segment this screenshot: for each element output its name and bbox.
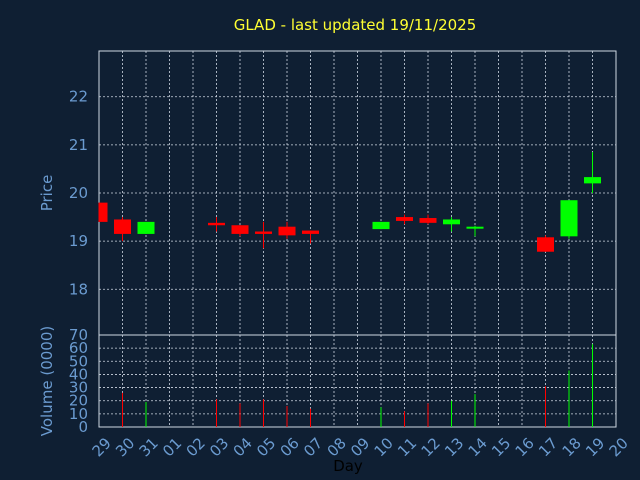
volume-grid bbox=[99, 335, 616, 427]
candle-body bbox=[396, 217, 413, 221]
candle-body bbox=[278, 226, 296, 236]
x-tick-label: 15 bbox=[488, 434, 514, 460]
volume-tick-label: 50 bbox=[69, 352, 88, 370]
price-grid bbox=[99, 51, 616, 335]
price-axis-label: Price bbox=[38, 175, 56, 212]
x-tick-label: 10 bbox=[371, 434, 397, 460]
price-tick-label: 18 bbox=[69, 280, 88, 298]
volume-tick-label: 40 bbox=[69, 365, 88, 383]
price-tick-label: 19 bbox=[69, 232, 88, 250]
x-tick-label: 31 bbox=[136, 434, 162, 460]
price-tick-label: 22 bbox=[69, 88, 88, 106]
x-tick-label: 17 bbox=[535, 434, 561, 460]
x-axis-label: Day bbox=[333, 457, 363, 475]
price-tick-label: 20 bbox=[69, 184, 88, 202]
chart-title: GLAD - last updated 19/11/2025 bbox=[234, 16, 477, 34]
volume-bars bbox=[122, 344, 593, 427]
candle-body bbox=[137, 221, 155, 234]
x-tick-label: 18 bbox=[559, 434, 585, 460]
volume-tick-label: 10 bbox=[69, 405, 88, 423]
volume-axis-label: Volume (0000) bbox=[38, 326, 56, 436]
x-tick-label: 14 bbox=[465, 434, 491, 460]
candle-body bbox=[466, 226, 484, 229]
x-tick-label: 16 bbox=[512, 434, 538, 460]
price-candles bbox=[98, 152, 601, 252]
x-tick-label: 03 bbox=[206, 434, 232, 460]
x-tick-label: 20 bbox=[606, 434, 632, 460]
volume-tick-label: 20 bbox=[69, 392, 88, 410]
x-tick-label: 04 bbox=[230, 434, 256, 460]
x-tick-label: 07 bbox=[300, 434, 326, 460]
candle-body bbox=[114, 219, 131, 234]
volume-tick-label: 70 bbox=[69, 326, 88, 344]
candle-body bbox=[443, 219, 460, 225]
candle-body bbox=[99, 202, 108, 222]
candle-body bbox=[584, 177, 601, 184]
x-tick-label: 02 bbox=[183, 434, 209, 460]
candle-body bbox=[302, 230, 319, 234]
candle-body bbox=[419, 218, 437, 223]
x-tick-label: 19 bbox=[582, 434, 608, 460]
x-tick-label: 30 bbox=[112, 434, 138, 460]
x-tick-label: 05 bbox=[253, 434, 279, 460]
x-tick-label: 29 bbox=[89, 434, 115, 460]
volume-tick-label: 60 bbox=[69, 339, 88, 357]
candle-body bbox=[560, 200, 578, 237]
x-tick-label: 06 bbox=[277, 434, 303, 460]
candle-body bbox=[231, 225, 249, 234]
volume-tick-label: 30 bbox=[69, 379, 88, 397]
volume-panel-frame bbox=[98, 334, 617, 428]
x-tick-label: 12 bbox=[418, 434, 444, 460]
candle-body bbox=[537, 237, 554, 252]
price-tick-label: 21 bbox=[69, 136, 88, 154]
price-axis-ticks: 18 19 20 21 22 bbox=[69, 88, 88, 299]
x-tick-label: 13 bbox=[441, 434, 467, 460]
x-tick-label: 11 bbox=[394, 434, 420, 460]
candle-body bbox=[255, 231, 272, 234]
volume-tick-label: 0 bbox=[78, 418, 88, 436]
candle-body bbox=[208, 222, 225, 226]
x-tick-label: 01 bbox=[159, 434, 185, 460]
candle-body bbox=[372, 221, 390, 230]
